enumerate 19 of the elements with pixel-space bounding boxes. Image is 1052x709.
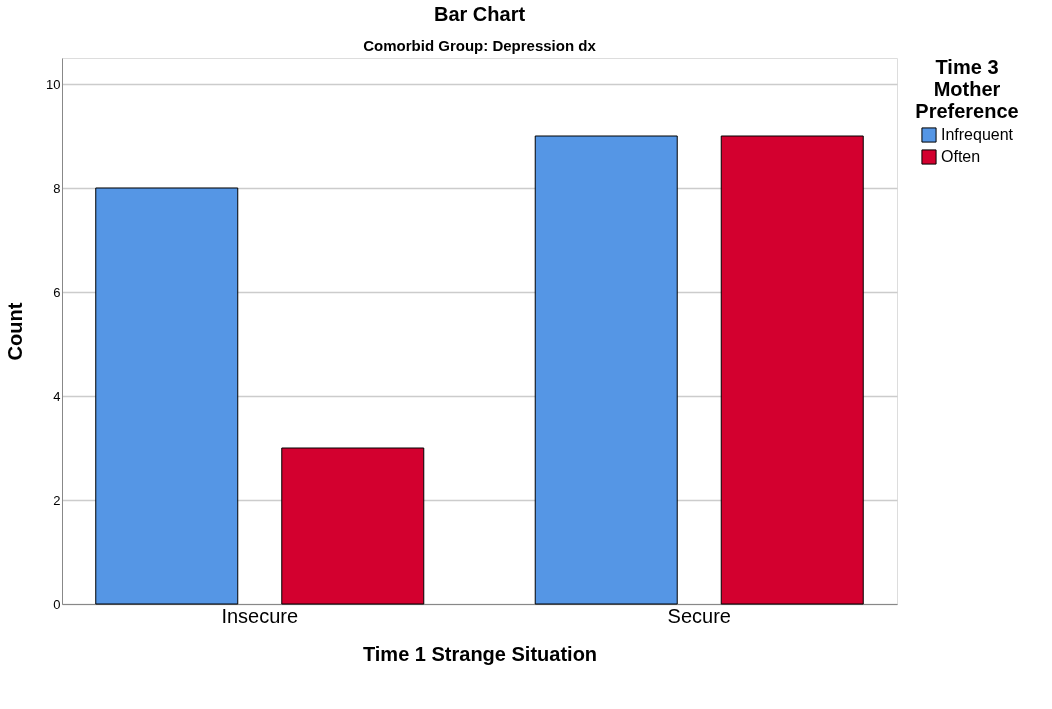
- y-tick-label: 10: [46, 76, 61, 92]
- y-tick-label: 0: [53, 596, 61, 612]
- y-tick-label: 4: [53, 388, 61, 404]
- x-axis-title: Time 1 Strange Situation: [362, 642, 598, 665]
- x-tick-label: Insecure: [221, 604, 299, 627]
- y-axis-title: Count: [4, 302, 27, 361]
- legend-title: Time 3 Mother Preference: [915, 56, 1019, 122]
- y-tick-label: 2: [53, 492, 61, 508]
- legend-label: Often: [941, 148, 981, 165]
- legend-label: Infrequent: [941, 126, 1014, 143]
- y-tick-label: 6: [53, 284, 61, 300]
- chart-title: Bar Chart: [433, 3, 526, 25]
- x-tick-label: Secure: [667, 604, 731, 627]
- bar: [720, 135, 864, 605]
- bar: [534, 135, 678, 605]
- bar: [95, 187, 239, 605]
- bar: [281, 447, 425, 605]
- y-tick-label: 8: [53, 180, 61, 196]
- chart-subtitle: Comorbid Group: Depression dx: [363, 37, 597, 54]
